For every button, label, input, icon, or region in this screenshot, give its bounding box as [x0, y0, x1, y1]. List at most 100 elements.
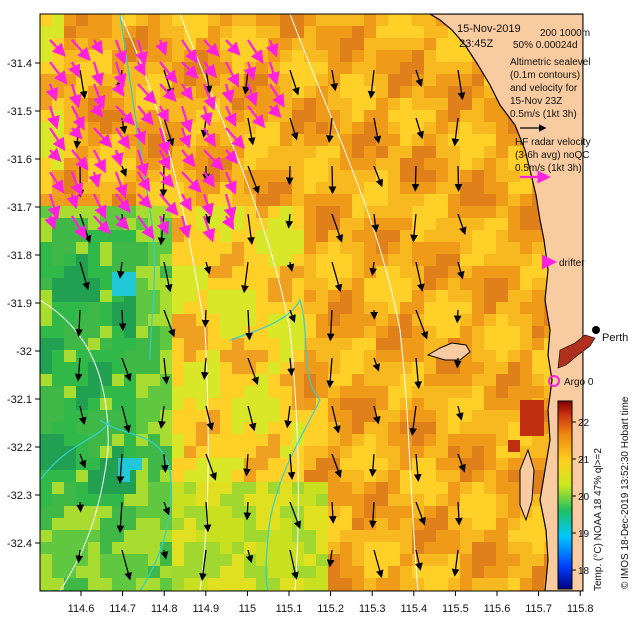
- sst-cell: [328, 398, 340, 410]
- sst-cell: [172, 134, 184, 146]
- sst-cell: [484, 458, 496, 470]
- sst-cell: [268, 170, 280, 182]
- hf-radar-arrow: [223, 193, 237, 221]
- sst-cell: [448, 446, 460, 458]
- sst-cell: [352, 290, 364, 302]
- sst-cell: [484, 470, 496, 482]
- sst-cell: [316, 530, 328, 542]
- sst-cell: [112, 578, 124, 590]
- sst-cell: [280, 422, 292, 434]
- isobath-200m: [289, 14, 419, 591]
- hf-radar-arrow: [44, 215, 57, 230]
- sst-cell: [280, 494, 292, 506]
- sst-cell: [220, 314, 232, 326]
- sst-cell: [244, 542, 256, 554]
- hf-radar-arrow: [115, 215, 130, 231]
- sst-cell: [340, 374, 352, 386]
- sst-cell: [88, 530, 100, 542]
- sst-cell: [112, 434, 124, 446]
- sst-cell: [160, 386, 172, 398]
- sst-cell: [100, 122, 112, 134]
- sst-cell: [472, 506, 484, 518]
- sst-cell: [496, 470, 508, 482]
- sst-cell: [376, 158, 388, 170]
- hf-radar-arrow: [93, 215, 111, 235]
- sst-cell: [412, 182, 424, 194]
- sst-cell: [148, 482, 160, 494]
- sst-cell: [280, 158, 292, 170]
- sst-cell: [268, 386, 280, 398]
- sst-cell: [472, 350, 484, 362]
- sst-cell: [448, 158, 460, 170]
- velocity-arrow: [457, 213, 467, 235]
- sst-cell: [256, 470, 268, 482]
- sst-cell: [316, 590, 328, 591]
- sst-cell: [352, 446, 364, 458]
- sst-cell: [220, 278, 232, 290]
- sst-cell: [316, 458, 328, 470]
- sst-cell: [76, 470, 88, 482]
- velocity-arrow: [456, 261, 465, 280]
- sst-cell: [280, 554, 292, 566]
- sst-cell: [232, 206, 244, 218]
- velocity-arrow: [75, 309, 83, 337]
- sst-cell: [160, 590, 172, 591]
- sst-cell: [484, 386, 496, 398]
- sst-cell: [448, 482, 460, 494]
- sst-cell: [244, 218, 256, 230]
- sst-cell: [328, 518, 340, 530]
- sst-cell: [484, 302, 496, 314]
- sst-cell: [100, 230, 112, 242]
- sst-cell: [412, 218, 424, 230]
- sst-cell: [376, 578, 388, 590]
- sst-cell: [292, 194, 304, 206]
- sst-cell: [400, 290, 412, 302]
- x-axis: 114.6 114.7 114.8 114.9 115 115.1 115.2 115.3 11…: [68, 591, 594, 615]
- sst-cell: [508, 182, 520, 194]
- hf-radar-arrow: [115, 105, 136, 126]
- altimetry-velocity-arrows: [73, 69, 467, 582]
- velocity-arrow: [331, 405, 341, 434]
- velocity-arrow: [413, 453, 422, 482]
- sst-cell: [388, 590, 400, 591]
- hf-legend: HF radar velocity (3-6h avg) noQC 0.5m/s…: [515, 137, 591, 184]
- sst-cell: [256, 518, 268, 530]
- sst-cell: [88, 302, 100, 314]
- sst-cell: [172, 554, 184, 566]
- sst-cell: [268, 350, 280, 362]
- sst-cell: [232, 98, 244, 110]
- x-tick-label: 115.7: [525, 603, 552, 615]
- sst-cell: [196, 146, 208, 158]
- sst-cell: [160, 434, 172, 446]
- sst-cell: [52, 518, 64, 530]
- sst-cell: [208, 302, 220, 314]
- velocity-arrow: [205, 453, 217, 481]
- sst-cell: [76, 38, 88, 50]
- sst-cell: [316, 26, 328, 38]
- sst-cell: [376, 146, 388, 158]
- sst-cell: [376, 494, 388, 506]
- sst-cell: [340, 14, 352, 26]
- sst-cell: [400, 266, 412, 278]
- sst-cell: [100, 110, 112, 122]
- sst-cell: [52, 302, 64, 314]
- hf-radar-arrow: [224, 171, 237, 195]
- sst-cell: [448, 410, 460, 422]
- sst-cell: [520, 424, 532, 436]
- sst-cell: [328, 98, 340, 110]
- sst-cell: [328, 242, 340, 254]
- sst-cell: [52, 314, 64, 326]
- sst-cell: [400, 338, 412, 350]
- sst-cell: [256, 146, 268, 158]
- sst-cell: [508, 422, 520, 434]
- sst-cell: [184, 590, 196, 591]
- sst-cell: [280, 14, 292, 26]
- sst-cell: [424, 62, 436, 74]
- sst-cell: [508, 206, 520, 218]
- sst-cell: [148, 578, 160, 590]
- sst-cell: [208, 410, 220, 422]
- sst-cell: [460, 158, 472, 170]
- sst-cell: [388, 494, 400, 506]
- sst-cell: [280, 182, 292, 194]
- sst-cell: [388, 206, 400, 218]
